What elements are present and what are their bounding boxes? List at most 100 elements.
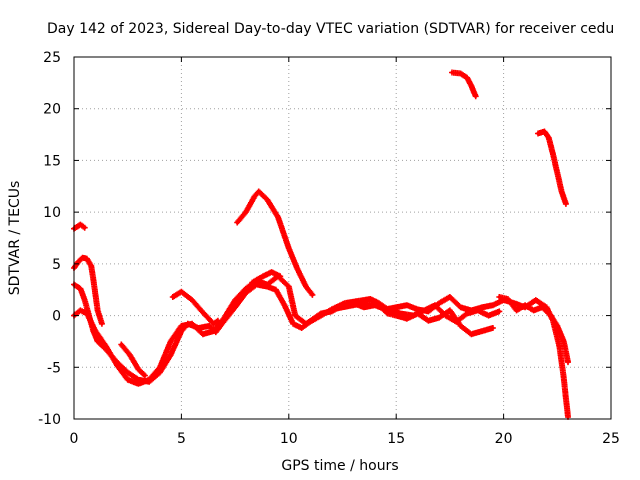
data-point <box>566 360 570 364</box>
series-arc-4 <box>71 273 571 420</box>
data-point <box>158 365 162 369</box>
data-point <box>497 309 501 313</box>
y-tick-label: 5 <box>52 257 61 273</box>
series-markers <box>71 273 571 420</box>
y-tick-label: -5 <box>47 360 61 376</box>
data-point <box>201 332 205 336</box>
grid-lines <box>74 57 611 419</box>
data-point <box>564 396 568 400</box>
data-point <box>398 311 403 316</box>
series-arc-11 <box>496 294 571 366</box>
data-point <box>261 274 265 278</box>
series-arc-1 <box>71 221 88 232</box>
data-point <box>474 94 478 98</box>
data-point <box>310 293 314 297</box>
series-markers <box>169 288 221 327</box>
data-point <box>222 316 226 320</box>
data-point <box>405 303 409 307</box>
data-point <box>555 324 559 328</box>
data-point <box>551 152 555 156</box>
data-point <box>437 301 441 305</box>
data-point <box>426 319 430 323</box>
data-point <box>276 215 280 219</box>
data-point <box>190 298 194 302</box>
data-point <box>78 308 82 312</box>
data-point <box>235 220 239 225</box>
y-tick-label: 25 <box>43 50 61 66</box>
data-point <box>179 290 183 294</box>
data-point <box>179 324 183 328</box>
data-point <box>564 202 568 206</box>
series-arc-5 <box>118 341 148 379</box>
data-point <box>469 84 473 88</box>
data-point <box>304 285 308 289</box>
data-point <box>76 260 80 264</box>
series-arc-12 <box>535 128 569 207</box>
data-point <box>274 288 278 292</box>
data-point <box>287 246 291 250</box>
data-point <box>93 329 98 333</box>
data-point <box>459 305 463 309</box>
series-arc-9 <box>328 296 503 325</box>
data-point <box>487 314 491 318</box>
y-tick-label: -10 <box>38 412 61 428</box>
series-markers <box>449 69 479 100</box>
data-points <box>71 69 571 420</box>
chart-title: Day 142 of 2023, Sidereal Day-to-day VTE… <box>47 21 614 37</box>
data-point <box>169 353 173 357</box>
data-point <box>377 301 381 305</box>
series-arc-7 <box>234 188 316 298</box>
data-point <box>293 314 297 318</box>
data-point <box>119 342 123 347</box>
data-point <box>212 329 216 333</box>
data-point <box>250 280 254 285</box>
x-tick-label: 15 <box>387 431 405 447</box>
data-point <box>444 314 448 318</box>
data-point <box>81 256 85 260</box>
data-point <box>201 310 205 315</box>
data-point <box>100 322 104 326</box>
y-tick-label: 10 <box>43 205 61 221</box>
data-point <box>355 299 360 303</box>
data-point <box>83 298 87 302</box>
data-point <box>265 282 269 287</box>
data-point <box>405 317 409 321</box>
data-point <box>523 303 527 307</box>
data-point <box>448 295 452 299</box>
data-point <box>465 76 469 80</box>
data-point <box>126 378 130 382</box>
x-tick-label: 10 <box>280 431 298 447</box>
data-point <box>480 329 484 333</box>
x-axis-label: GPS time / hours <box>281 458 398 474</box>
data-point <box>295 267 299 271</box>
data-point <box>394 305 398 309</box>
data-point <box>547 136 551 140</box>
data-point <box>115 363 119 367</box>
data-point <box>437 316 441 320</box>
data-point <box>480 305 484 309</box>
data-point <box>93 293 98 297</box>
data-point <box>244 210 248 214</box>
data-point <box>233 298 237 302</box>
data-point <box>171 295 175 299</box>
axis-ticks <box>73 56 612 420</box>
series-arc-10 <box>449 69 479 100</box>
data-point <box>422 308 426 312</box>
data-point <box>386 307 390 311</box>
data-point <box>454 320 458 324</box>
data-point <box>368 297 372 301</box>
data-point <box>560 189 564 194</box>
data-point <box>562 376 566 380</box>
data-point <box>143 374 147 378</box>
data-point <box>343 301 347 305</box>
data-point <box>506 297 510 301</box>
x-tick-label: 20 <box>495 431 513 447</box>
data-point <box>78 223 82 227</box>
data-point <box>212 322 216 326</box>
series-markers <box>535 128 569 207</box>
data-point <box>136 367 140 371</box>
data-point <box>491 326 495 330</box>
data-point <box>128 353 132 357</box>
data-point <box>304 322 308 326</box>
